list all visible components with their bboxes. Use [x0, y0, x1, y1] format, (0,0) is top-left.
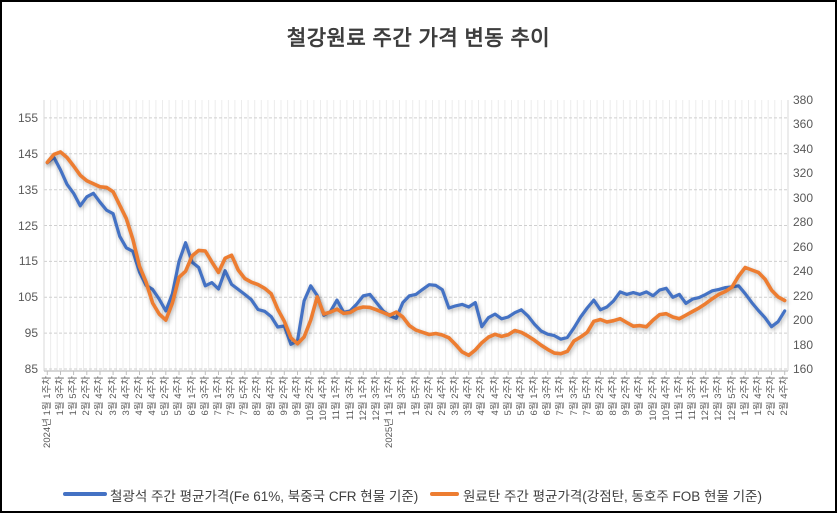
x-axis-tick-label: 7월 5주차: [581, 376, 593, 416]
left-axis-tick-145: 145: [17, 146, 38, 161]
x-axis-tick-label: 1월 3주차: [54, 376, 66, 416]
x-axis-tick-label: 12월 3주차: [713, 376, 725, 421]
x-axis-tick-label: 12월 3주차: [370, 376, 382, 421]
right-axis-tick-160: 160: [793, 362, 814, 376]
x-axis-tick-label: 2024년 1월 1주차: [41, 376, 53, 448]
right-axis-tick-200: 200: [793, 313, 814, 328]
right-axis-tick-340: 340: [793, 141, 814, 156]
x-axis-tick-label: 7월 3주차: [568, 376, 580, 416]
x-axis-tick-label: 10월 2주차: [305, 376, 317, 421]
x-axis-tick-label: 3월 4주차: [120, 376, 132, 416]
chart-title: 철강원료 주간 가격 변동 추이: [286, 27, 551, 50]
left-axis-tick-155: 155: [17, 110, 38, 125]
coking-coal-line-marker-icon: [430, 492, 459, 496]
right-axis-tick-360: 360: [793, 117, 814, 132]
x-axis-tick-label: 6월 3주차: [542, 376, 554, 416]
x-axis-tick-label: 4월 2주차: [476, 376, 488, 416]
x-axis-tick-label: 12월 5주차: [726, 376, 738, 421]
x-axis-tick-label: 1월 4주차: [752, 376, 764, 416]
x-axis-tick-label: 11월 1주차: [331, 376, 343, 421]
x-axis-tick-label: 12월 1주차: [357, 376, 369, 421]
left-axis-tick-135: 135: [17, 182, 38, 197]
x-axis-tick-label: 6월 1주차: [529, 376, 540, 416]
x-axis-tick-label: 5월 4주차: [173, 376, 185, 416]
x-axis-tick-label: 8월 2주차: [252, 376, 264, 416]
x-axis-tick-label: 3월 2주차: [450, 376, 461, 416]
x-axis-tick-label: 12월 1주차: [700, 376, 712, 421]
x-axis-tick-label: 7월 1주차: [212, 376, 224, 416]
x-axis-tick-label: 9월 4주차: [634, 376, 646, 416]
x-axis-tick-label: 8월 4주차: [608, 376, 620, 416]
x-axis-tick-label: 1월 3주차: [397, 376, 409, 416]
right-axis-tick-240: 240: [793, 264, 814, 279]
x-axis-tick-label: 7월 3주차: [226, 376, 238, 416]
left-axis-tick-95: 95: [24, 326, 38, 341]
x-axis-tick-label: 1월 5주차: [68, 376, 80, 416]
left-axis-tick-125: 125: [17, 218, 38, 233]
x-axis-tick-label: 8월 4주차: [265, 376, 277, 416]
x-axis-tick-label: 3월 4주차: [463, 376, 475, 416]
x-axis-tick-label: 4월 4주차: [489, 376, 501, 416]
x-axis-tick-label: 8월 2주차: [594, 376, 606, 416]
iron-ore-line-marker-icon: [63, 492, 107, 496]
x-axis-tick-label: 10월 4주차: [318, 376, 330, 421]
x-axis-tick-label: 10월 4주차: [660, 376, 672, 421]
x-axis-tick-label: 7월 1주차: [555, 376, 567, 416]
x-axis-tick-label: 4월 2주차: [133, 376, 145, 416]
x-axis-tick-label: 6월 1주차: [186, 376, 198, 416]
left-axis-tick-115: 115: [18, 254, 38, 269]
x-axis-tick-label: 4월 4주차: [147, 376, 159, 416]
x-axis-tick-label: 2월 4주차: [779, 376, 791, 416]
legend-label-coking-coal: 원료탄 주간 평균가격(강점탄, 동호주 FOB 현물 기준): [463, 489, 762, 504]
legend-label-iron-ore: 철광석 주간 평균가격(Fe 61%, 북중국 CFR 현물 기준): [110, 489, 419, 504]
x-axis-tick-label: 1월 5주차: [410, 376, 422, 416]
right-axis-tick-280: 280: [793, 215, 814, 230]
right-axis-tick-260: 260: [793, 239, 814, 254]
iron-ore-series-line: [45, 155, 787, 346]
x-axis-tick-label: 5월 4주차: [515, 376, 527, 416]
x-axis-tick-label: 11월 1주차: [673, 376, 685, 421]
right-axis-tick-320: 320: [793, 166, 814, 181]
right-axis-tick-180: 180: [793, 337, 814, 352]
x-axis-tick-label: 2월 4주차: [94, 376, 106, 416]
left-axis-tick-105: 105: [17, 290, 38, 305]
x-axis-tick-label: 11월 3주차: [344, 376, 356, 421]
x-axis-tick-label: 2025년 1월 1주차: [384, 376, 396, 448]
left-axis-tick-85: 85: [24, 362, 38, 376]
x-axis-tick-label: 9월 2주차: [621, 376, 633, 416]
x-axis-tick-label: 2월 2주차: [766, 376, 778, 416]
right-axis-tick-300: 300: [793, 190, 814, 205]
x-axis-tick-label: 7월 5주차: [239, 376, 251, 416]
x-axis-tick-label: 11월 3주차: [687, 376, 699, 421]
x-axis-tick-label: 5월 2주차: [502, 376, 514, 416]
x-axis-tick-label: 5월 2주차: [160, 376, 172, 416]
x-axis-tick-label: 2월 4주차: [436, 376, 448, 416]
x-axis-tick-label: 1월 2주차: [739, 376, 751, 416]
right-axis-tick-380: 380: [793, 93, 814, 107]
right-axis-tick-220: 220: [793, 288, 814, 303]
x-axis-tick-label: 10월 2주차: [647, 376, 659, 421]
x-axis-tick-label: 2월 2주차: [81, 376, 93, 416]
coking-coal-series-line: [45, 150, 787, 358]
x-axis-tick-label: 6월 3주차: [199, 376, 211, 416]
x-axis-tick-label: 9월 2주차: [278, 376, 290, 416]
x-axis-tick-label: 9월 4주차: [291, 376, 303, 416]
x-axis-tick-label: 3월 2주차: [107, 376, 119, 416]
x-axis-tick-label: 2월 2주차: [423, 376, 435, 416]
